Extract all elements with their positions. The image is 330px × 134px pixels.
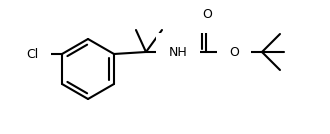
Text: Cl: Cl (26, 47, 38, 60)
Text: O: O (229, 46, 239, 59)
Text: O: O (202, 8, 212, 21)
Text: NH: NH (169, 46, 187, 59)
